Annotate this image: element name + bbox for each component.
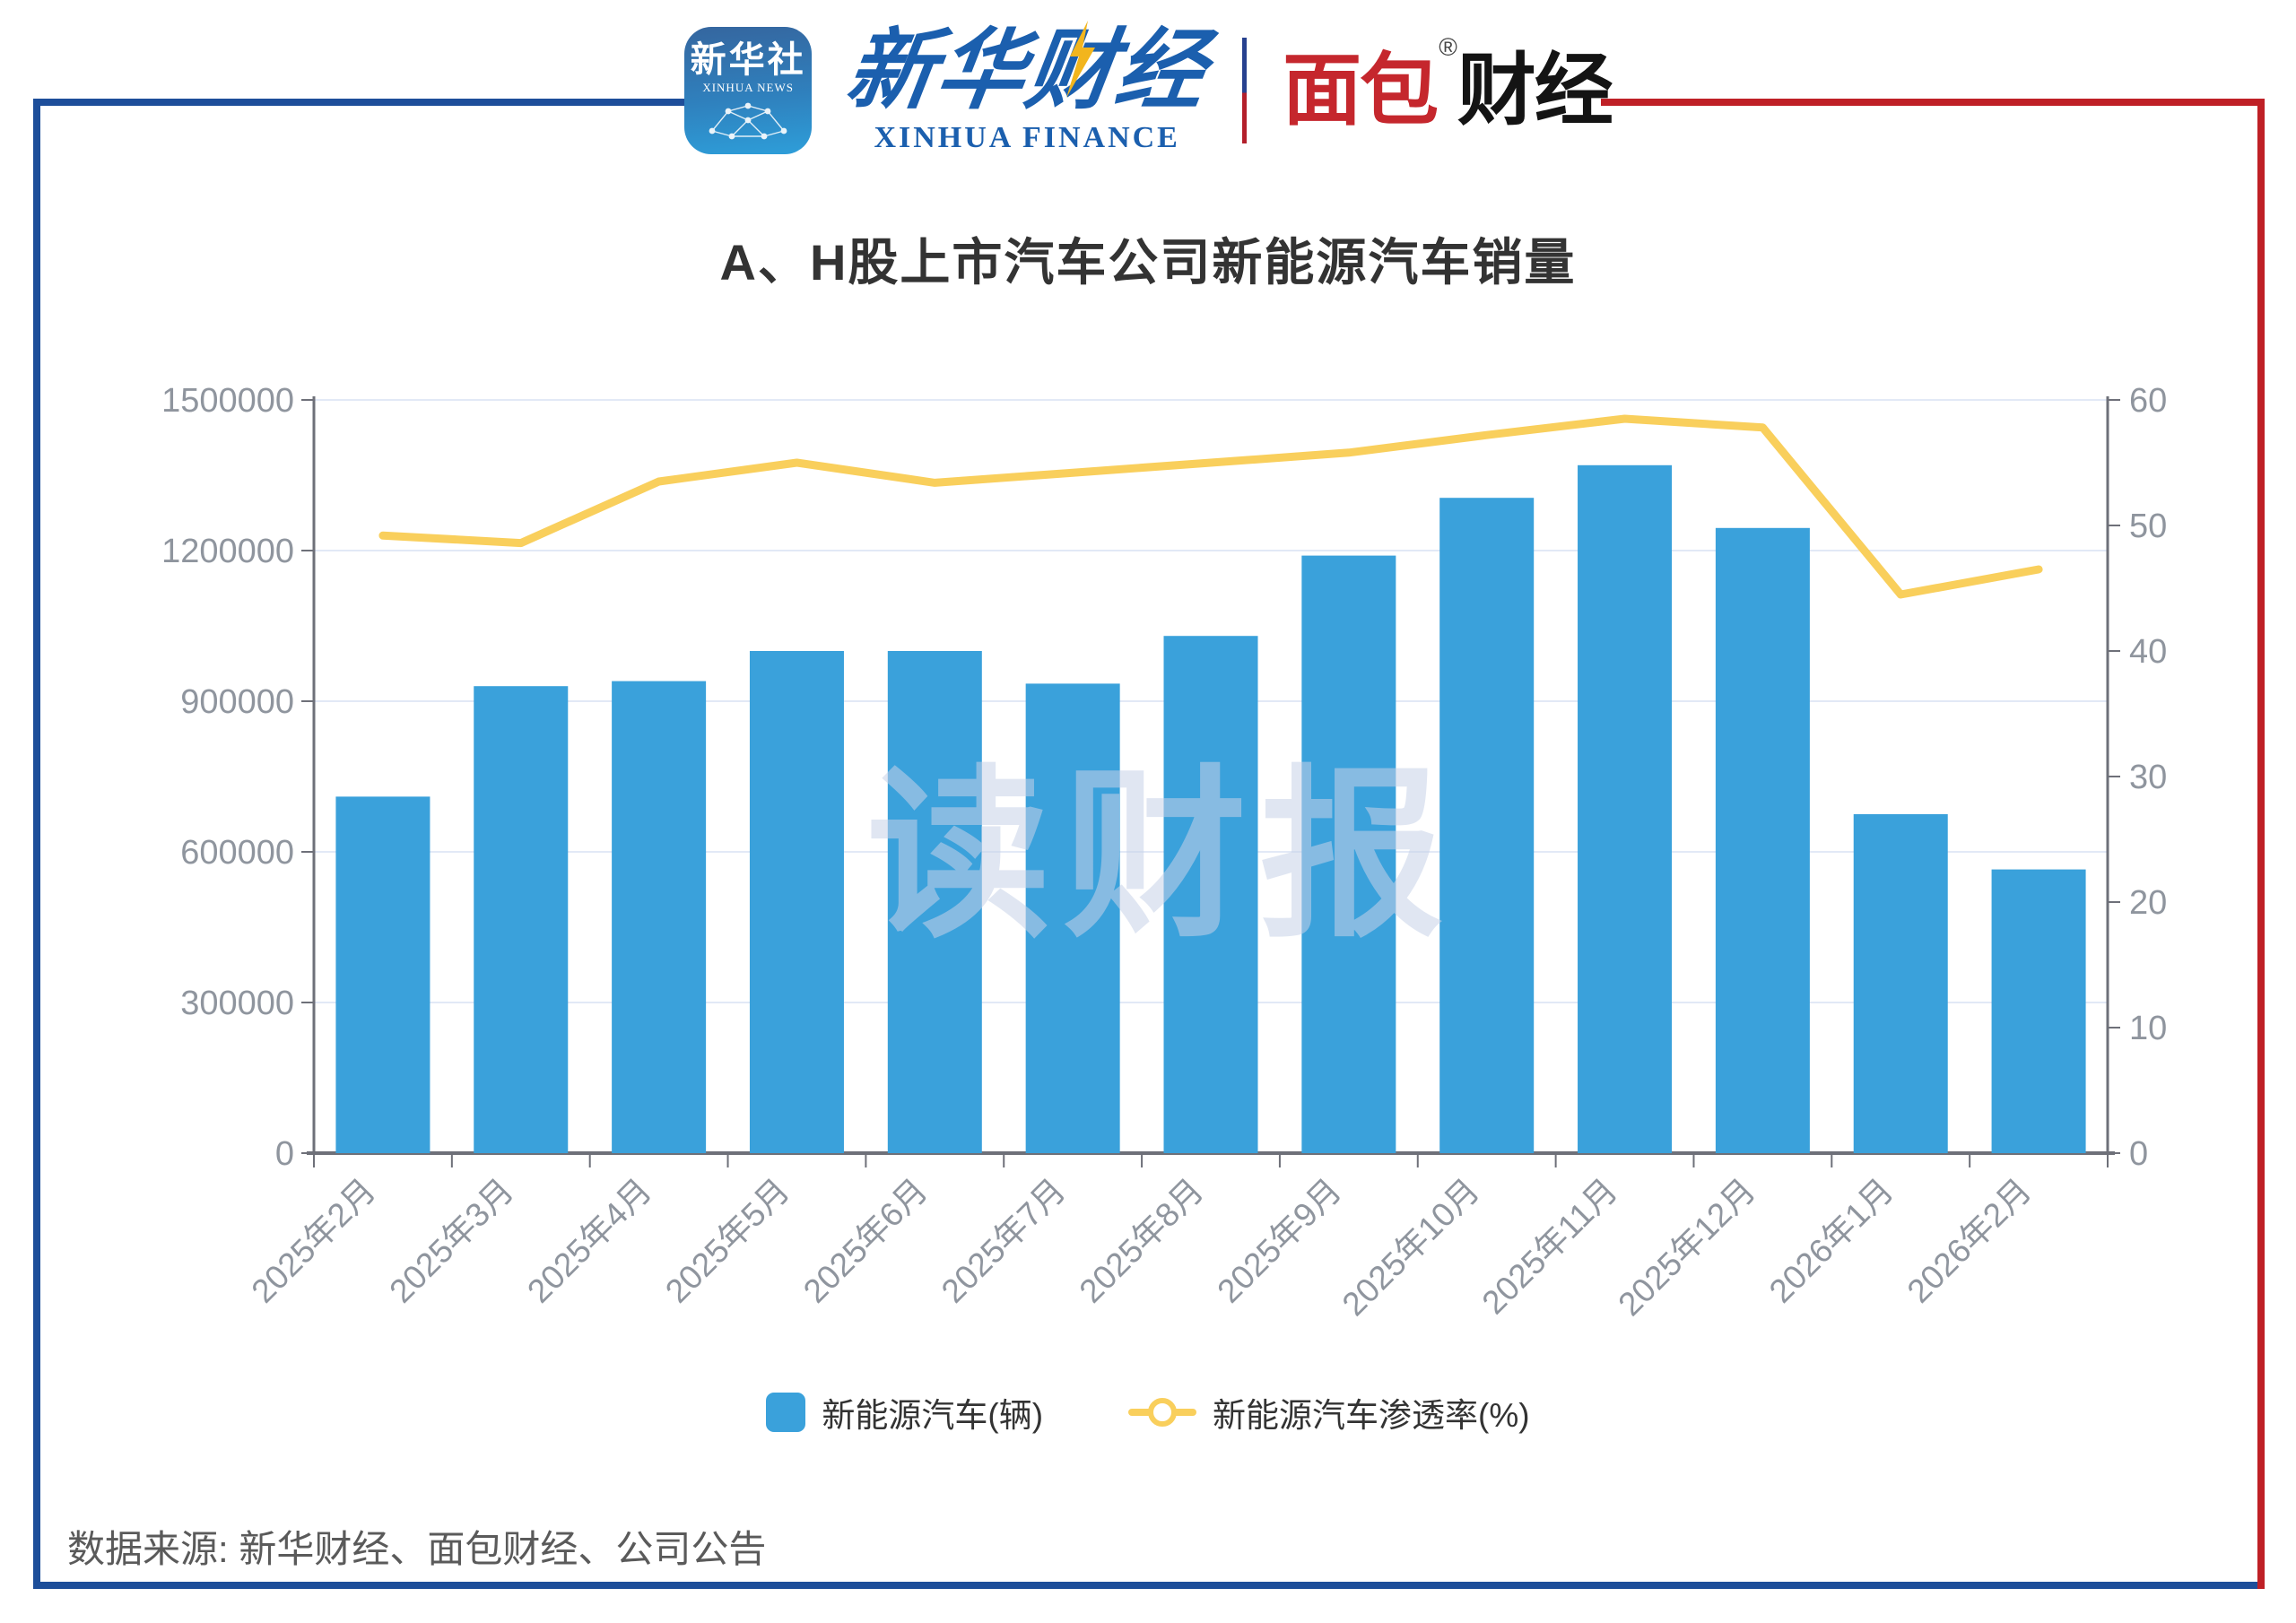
frame-right-red <box>2257 99 2265 1589</box>
left-axis-tick-label: 1200000 <box>161 533 294 570</box>
legend-line-marker-icon <box>1148 1398 1178 1427</box>
bar <box>1715 527 1810 1153</box>
right-axis-tick-label: 50 <box>2129 508 2167 545</box>
mianbao-finance-logo: 面包 ® 财经 <box>1283 35 1613 135</box>
lightning-bolt-icon <box>1066 21 1096 98</box>
x-axis-tick-label: 2025年5月 <box>658 1172 796 1310</box>
bar <box>335 796 430 1153</box>
header: 新华社 XINHUA NEWS 新华财经 XINHUA FINANCE <box>0 14 2296 167</box>
x-axis-tick-label: 2025年9月 <box>1210 1172 1348 1310</box>
frame-left-blue <box>33 99 40 1589</box>
right-axis-tick-label: 40 <box>2129 633 2167 671</box>
x-axis-tick-label: 2025年11月 <box>1475 1172 1625 1322</box>
legend-item-nev-sales[interactable]: 新能源汽车(辆) <box>766 1388 1043 1436</box>
legend-bar-label: 新能源汽车(辆) <box>822 1397 1044 1434</box>
right-axis-tick-label: 10 <box>2129 1010 2167 1047</box>
y-axis-labels: 0 300000 600000 900000 1200000 1500000 0 10 20 30… <box>161 382 2167 1173</box>
network-graphic-icon <box>709 102 787 140</box>
x-axis-tick-label: 2025年8月 <box>1073 1172 1211 1310</box>
watermark: 读财报 <box>867 753 1457 959</box>
xinhua-news-logo-cn: 新华社 <box>690 40 806 80</box>
line-series <box>378 414 2043 599</box>
penetration-line <box>378 414 2043 599</box>
legend-bar-swatch <box>766 1393 806 1432</box>
logo-divider <box>1242 38 1248 143</box>
bar <box>1025 683 1120 1153</box>
data-source-note: 数据来源: 新华财经、面包财经、公司公告 <box>67 1528 767 1570</box>
bar <box>1578 464 1673 1153</box>
x-axis-tick-label: 2025年2月 <box>245 1172 383 1310</box>
left-axis-tick-label: 1500000 <box>161 382 294 420</box>
legend-line-swatch <box>1128 1398 1197 1427</box>
x-axis-tick-label: 2025年4月 <box>520 1172 658 1310</box>
right-axis-tick-label: 0 <box>2129 1135 2148 1173</box>
right-axis-tick-label: 60 <box>2129 382 2167 420</box>
frame-top-left-blue <box>33 99 701 106</box>
bar <box>1163 636 1258 1153</box>
x-axis-tick-label: 2026年2月 <box>1900 1172 2039 1310</box>
bar <box>1301 555 1396 1153</box>
left-axis-tick-label: 300000 <box>180 985 294 1022</box>
left-axis-tick-label: 900000 <box>180 683 294 721</box>
axis-ticks <box>301 399 2120 1167</box>
chart-legend: 新能源汽车(辆) 新能源汽车渗透率(%) <box>0 1388 2296 1436</box>
frame-bottom-blue <box>33 1582 2265 1589</box>
chart-title: A、H股上市汽车公司新能源汽车销量 <box>719 234 1577 291</box>
bar <box>887 651 982 1153</box>
x-axis-tick-label: 2025年7月 <box>935 1172 1073 1310</box>
bar <box>612 681 707 1153</box>
left-axis-tick-label: 0 <box>275 1135 294 1173</box>
watermark-text: 读财报 <box>867 753 1457 959</box>
bar <box>1853 814 1948 1153</box>
xinhua-news-logo-en: XINHUA NEWS <box>702 81 794 94</box>
xinhua-finance-logo-en: XINHUA FINANCE <box>874 121 1180 154</box>
bar <box>749 651 844 1153</box>
xinhua-finance-logo: 新华财经 XINHUA FINANCE <box>840 21 1213 155</box>
legend-line-label: 新能源汽车渗透率(%) <box>1213 1397 1530 1434</box>
registered-mark: ® <box>1439 33 1457 61</box>
bar <box>474 686 569 1153</box>
x-axis-tick-label: 2025年3月 <box>382 1172 520 1310</box>
x-axis-tick-label: 2025年6月 <box>796 1172 935 1310</box>
x-axis-tick-label: 2025年12月 <box>1611 1172 1762 1324</box>
mianbao-logo-red: 面包 <box>1283 46 1439 135</box>
x-axis-tick-label: 2026年1月 <box>1762 1172 1900 1310</box>
frame-top-right-red <box>1601 99 2265 106</box>
right-axis-tick-label: 30 <box>2129 759 2167 796</box>
bar <box>1991 869 2086 1153</box>
bar <box>1439 498 1535 1153</box>
left-axis-tick-label: 600000 <box>180 834 294 872</box>
xinhua-news-logo: 新华社 XINHUA NEWS <box>684 27 813 154</box>
legend-item-penetration-rate[interactable]: 新能源汽车渗透率(%) <box>1128 1388 1530 1436</box>
x-axis-tick-label: 2025年10月 <box>1335 1172 1487 1324</box>
mianbao-logo-black: 财经 <box>1457 46 1613 135</box>
right-axis-tick-label: 20 <box>2129 884 2167 922</box>
x-axis-labels: 2025年2月 2025年3月 2025年4月 2025年5月 2025年6月 2025年… <box>245 1172 2039 1324</box>
bar-series <box>335 464 2086 1153</box>
